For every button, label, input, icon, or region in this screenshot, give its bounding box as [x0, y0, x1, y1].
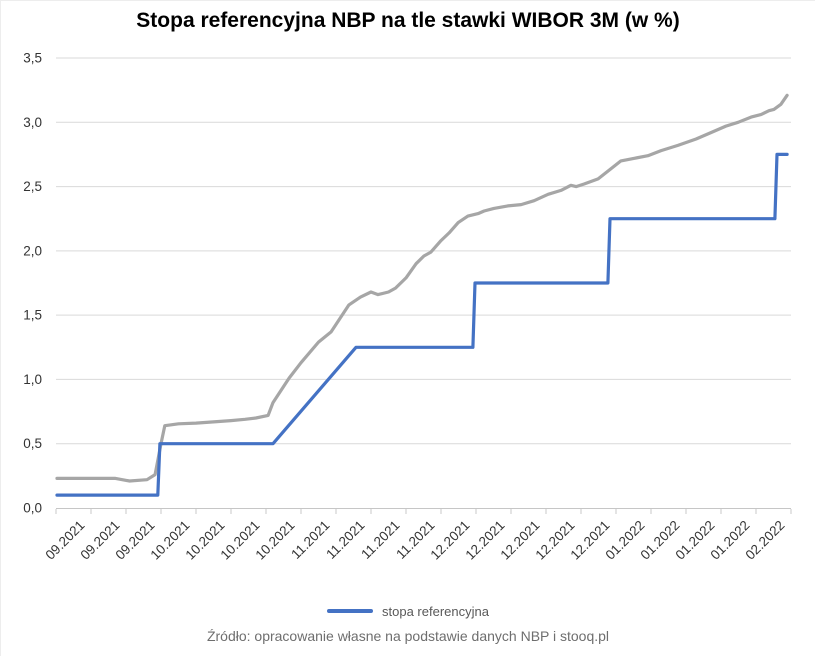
plot-area: 0,00,51,01,52,02,53,03,509.202109.202109… — [23, 51, 792, 563]
series-wibor-3m — [55, 93, 789, 483]
y-axis-label: 1,5 — [23, 308, 42, 323]
y-axis-label: 1,0 — [23, 372, 42, 387]
y-axis-label: 3,0 — [23, 115, 42, 130]
y-axis-label: 2,5 — [23, 179, 42, 194]
y-axis-label: 0,0 — [23, 501, 42, 516]
x-axis-label: 02.2022 — [742, 518, 787, 563]
y-axis-label: 2,0 — [23, 243, 42, 258]
chart-title: Stopa referencyjna NBP na tle stawki WIB… — [136, 9, 680, 32]
series-stopa-referencyjna — [55, 152, 789, 497]
y-axis-label: 0,5 — [23, 436, 42, 451]
source-caption: Źródło: opracowanie własne na podstawie … — [206, 628, 610, 644]
legend-label: stopa referencyjna — [382, 603, 489, 619]
y-axis-label: 3,5 — [23, 51, 42, 66]
legend: stopa referencyjna — [1, 600, 815, 622]
x-axis-label: 10.2021 — [252, 518, 297, 563]
legend-line-swatch — [327, 609, 374, 613]
